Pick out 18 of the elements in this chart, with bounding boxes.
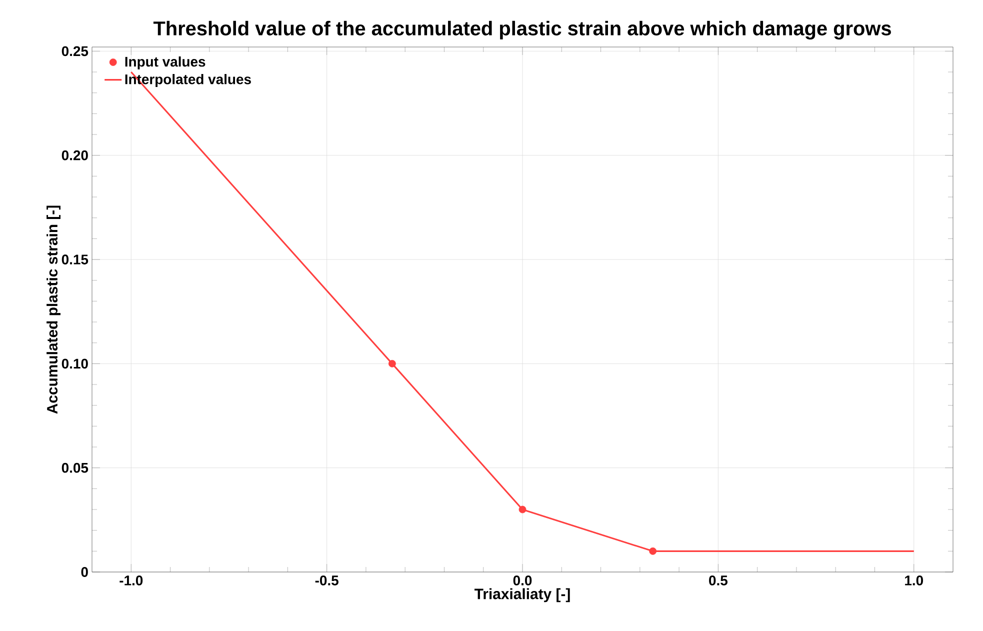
y-tick-label: 0 [81, 567, 88, 577]
x-axis-title: Triaxialiaty [-] [474, 588, 570, 602]
x-tick-label: 1.0 [905, 576, 923, 586]
x-tick-label: 0.5 [709, 576, 728, 586]
point [388, 360, 396, 368]
y-axis-title: Accumulated plastic strain [-] [46, 206, 60, 414]
x-tick-label: 0.0 [513, 576, 532, 586]
point [649, 547, 657, 555]
x-tick-label: -1.0 [120, 576, 143, 586]
chart-title: Threshold value of the accumulated plastic strain above which damage grows [153, 20, 891, 40]
y-tick-label: 0.05 [62, 462, 88, 473]
point [518, 506, 526, 514]
y-tick-label: 0.10 [62, 358, 88, 369]
y-tick-label: 0.15 [62, 254, 88, 264]
legend-label: Input values [125, 56, 206, 70]
x-tick-label: -0.5 [315, 576, 338, 586]
y-tick-label: 0.20 [62, 150, 88, 160]
y-tick-label: 0.25 [62, 46, 88, 56]
